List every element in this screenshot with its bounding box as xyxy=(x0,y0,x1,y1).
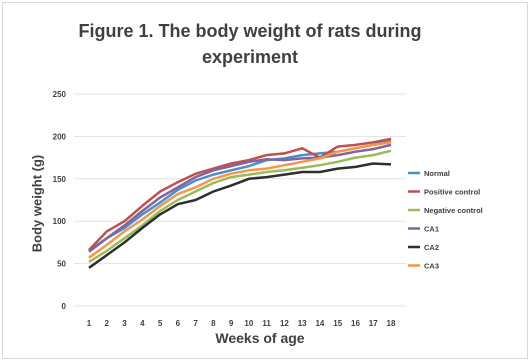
x-tick-label-12: 12 xyxy=(280,319,289,328)
legend-label-4: CA2 xyxy=(424,243,439,252)
series-line-4 xyxy=(88,162,392,269)
legend-label-0: Normal xyxy=(424,169,450,178)
x-tick-label-15: 15 xyxy=(333,319,342,328)
x-tick-label-16: 16 xyxy=(351,319,360,328)
chart-frame xyxy=(2,2,528,359)
x-tick-label-7: 7 xyxy=(193,319,198,328)
x-tick-label-3: 3 xyxy=(122,319,127,328)
legend-label-2: Negative control xyxy=(424,206,483,215)
x-tick-label-8: 8 xyxy=(211,319,216,328)
x-tick-label-2: 2 xyxy=(105,319,110,328)
series-line-3 xyxy=(88,143,392,253)
x-tick-label-13: 13 xyxy=(298,319,307,328)
chart-title: Figure 1. The body weight of rats during… xyxy=(78,21,422,67)
x-tick-label-14: 14 xyxy=(315,319,324,328)
x-tick-label-5: 5 xyxy=(158,319,163,328)
legend-label-3: CA1 xyxy=(424,225,439,234)
y-tick-label-250: 250 xyxy=(53,90,67,99)
series-line-1 xyxy=(88,137,392,251)
x-tick-label-6: 6 xyxy=(176,319,181,328)
legend-label-1: Positive control xyxy=(424,188,480,197)
x-tick-label-17: 17 xyxy=(369,319,378,328)
y-tick-label-150: 150 xyxy=(53,175,67,184)
x-tick-label-4: 4 xyxy=(140,319,145,328)
x-axis-label: Weeks of age xyxy=(215,330,305,346)
x-tick-label-10: 10 xyxy=(244,319,253,328)
x-tick-label-9: 9 xyxy=(229,319,234,328)
series-line-5 xyxy=(88,141,392,259)
y-tick-label-200: 200 xyxy=(53,132,67,141)
y-tick-label-0: 0 xyxy=(62,302,67,311)
x-tick-label-1: 1 xyxy=(87,319,92,328)
y-tick-label-100: 100 xyxy=(53,217,67,226)
x-tick-label-11: 11 xyxy=(262,319,271,328)
y-tick-label-50: 50 xyxy=(57,260,66,269)
series-line-2 xyxy=(88,149,392,263)
legend-label-5: CA3 xyxy=(424,262,439,271)
x-tick-label-18: 18 xyxy=(387,319,396,328)
